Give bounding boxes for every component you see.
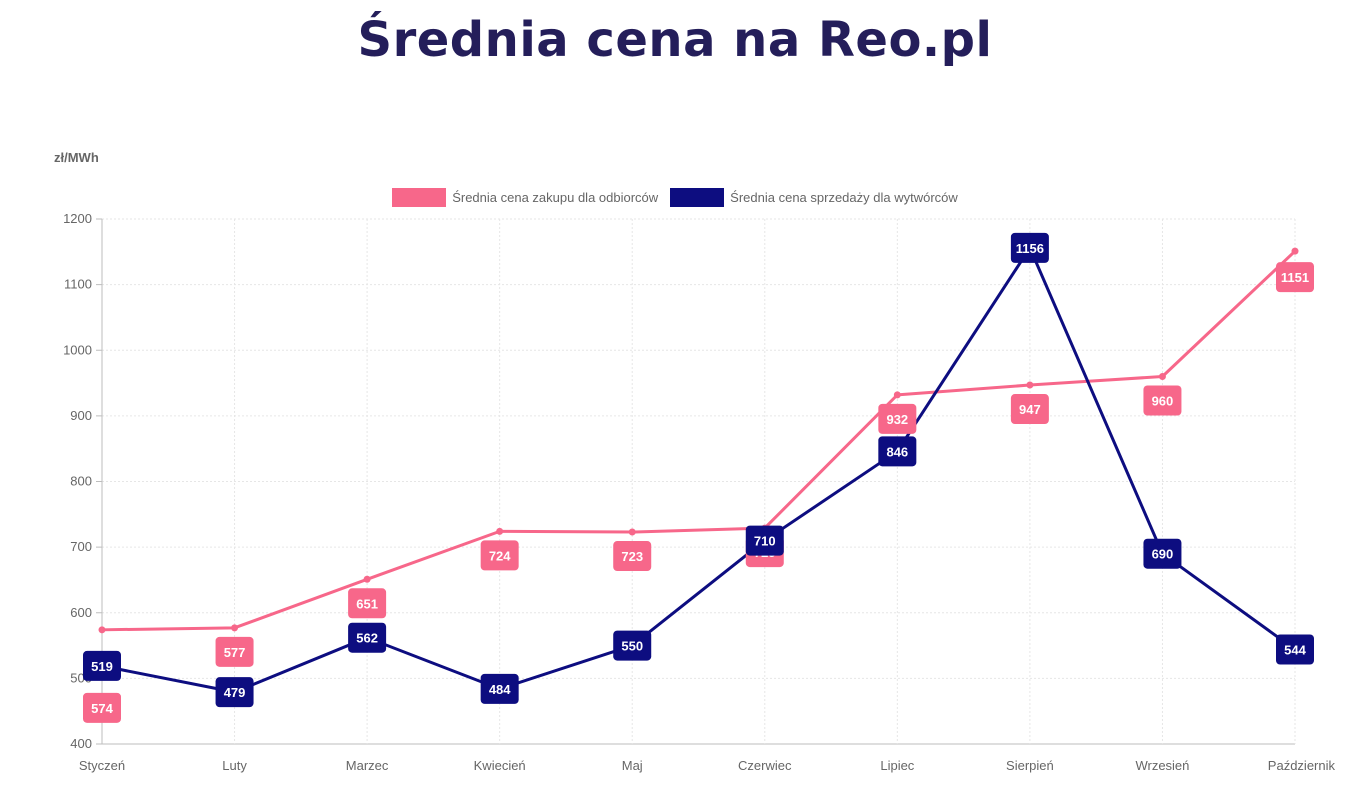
legend-item-sale[interactable]: Średnia cena sprzedaży dla wytwórców [670, 188, 958, 207]
data-label-1: 479 [224, 685, 246, 700]
y-axis-unit-label: zł/MWh [54, 150, 99, 165]
data-label-box-1 [480, 673, 519, 704]
data-label-box-0 [613, 541, 652, 572]
x-tick-label: Czerwiec [738, 758, 792, 773]
x-tick-label: Luty [222, 758, 247, 773]
legend-label-purchase: Średnia cena zakupu dla odbiorców [452, 190, 659, 205]
data-label-box-0 [1143, 385, 1182, 416]
data-label-box-1 [1276, 634, 1314, 665]
legend-item-purchase[interactable]: Średnia cena zakupu dla odbiorców [392, 188, 658, 207]
data-point-0 [1026, 381, 1034, 389]
x-tick-label: Wrzesień [1135, 758, 1189, 773]
data-label-1: 710 [754, 534, 776, 549]
data-label-box-1 [215, 677, 254, 708]
data-label-box-1 [1143, 538, 1182, 569]
data-label-box-1 [1010, 232, 1049, 263]
data-label-box-0 [1276, 262, 1314, 293]
data-label-box-0 [1010, 394, 1049, 425]
data-label-box-1 [83, 650, 121, 681]
data-point-0 [496, 527, 504, 535]
x-tick-label: Marzec [346, 758, 389, 773]
data-point-0 [98, 626, 106, 634]
data-label-box-0 [348, 588, 387, 619]
data-label-0: 724 [489, 548, 511, 563]
y-tick-label: 1100 [64, 277, 92, 292]
x-tick-label: Styczeń [79, 758, 125, 773]
data-label-1: 550 [621, 639, 643, 654]
data-label-box-1 [613, 630, 652, 661]
data-point-0 [231, 624, 239, 632]
data-label-box-0 [215, 636, 254, 667]
y-tick-label: 900 [70, 408, 92, 423]
x-tick-label: Kwiecień [474, 758, 526, 773]
x-tick-label: Październik [1268, 758, 1336, 773]
data-label-1: 544 [1284, 643, 1306, 658]
y-tick-label: 1200 [63, 211, 92, 226]
data-label-1: 484 [489, 682, 511, 697]
data-label-0: 574 [91, 701, 113, 716]
data-label-box-1 [745, 525, 784, 556]
data-point-0 [1291, 247, 1299, 255]
data-point-0 [363, 575, 371, 583]
chart-legend: Średnia cena zakupu dla odbiorców Średni… [0, 188, 1350, 207]
data-label-box-0 [83, 692, 121, 723]
data-label-1: 562 [356, 631, 378, 646]
y-tick-label: 800 [70, 474, 92, 489]
data-label-box-0 [878, 403, 917, 434]
legend-swatch-sale [670, 188, 725, 207]
data-label-1: 846 [886, 444, 908, 459]
data-label-1: 519 [91, 659, 113, 674]
y-tick-label: 700 [70, 539, 92, 554]
x-tick-label: Lipiec [880, 758, 914, 773]
series-line-1 [100, 246, 1297, 694]
data-label-0: 932 [886, 412, 908, 427]
data-point-0 [628, 528, 636, 536]
data-label-0: 723 [621, 549, 643, 564]
data-label-box-1 [878, 436, 917, 467]
data-label-0: 577 [224, 645, 246, 660]
data-point-0 [893, 391, 901, 399]
data-label-1: 1156 [1016, 241, 1044, 256]
data-label-0: 947 [1019, 402, 1041, 417]
data-label-box-1 [348, 622, 387, 653]
data-label-1: 690 [1152, 547, 1174, 562]
y-tick-label: 600 [70, 605, 92, 620]
data-label-box-0 [480, 540, 519, 571]
data-label-0: 651 [356, 596, 378, 611]
y-tick-label: 1000 [63, 342, 92, 357]
x-tick-label: Maj [622, 758, 643, 773]
page-title: Średnia cena na Reo.pl [357, 12, 993, 68]
data-point-0 [1158, 373, 1166, 380]
data-label-0: 1151 [1281, 270, 1309, 285]
legend-label-sale: Średnia cena sprzedaży dla wytwórców [730, 190, 958, 205]
y-tick-label: 400 [70, 736, 92, 751]
data-label-0: 960 [1152, 394, 1174, 409]
series-line-0 [100, 249, 1297, 632]
legend-swatch-purchase [392, 188, 447, 207]
x-tick-label: Sierpień [1006, 758, 1054, 773]
